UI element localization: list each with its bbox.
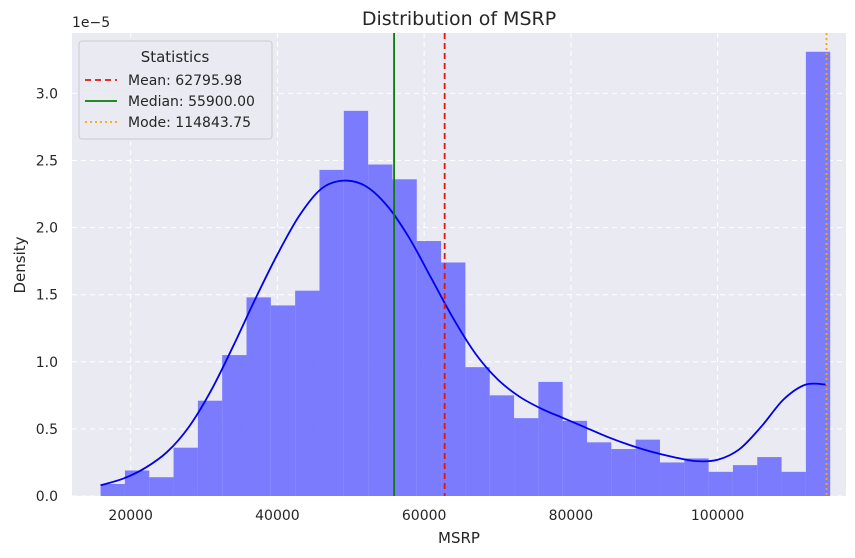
y-tick-label: 0.5 [36, 422, 58, 438]
histogram-bar [368, 164, 393, 496]
histogram-bar [295, 290, 320, 496]
histogram-bar [246, 297, 271, 496]
histogram-bar [124, 470, 150, 496]
x-tick-label: 40000 [255, 508, 300, 524]
histogram-bar [173, 447, 198, 496]
histogram-bar [659, 462, 685, 496]
histogram-bar [732, 465, 758, 496]
histogram-bar [611, 449, 636, 496]
x-tick-labels: 20000 40000 60000 80000 100000 [108, 508, 744, 524]
legend-box [78, 40, 273, 140]
x-tick-label: 60000 [402, 508, 447, 524]
y-scale-offset-label: 1e−5 [72, 15, 110, 31]
histogram-bar [514, 418, 539, 496]
chart-title: Distribution of MSRP [362, 8, 556, 30]
y-tick-label: 1.0 [36, 355, 58, 371]
histogram-bar [757, 457, 782, 496]
y-tick-label: 3.0 [36, 86, 58, 102]
histogram-bar [222, 355, 247, 496]
legend: Statistics Mean: 62795.98 Median: 55900.0… [78, 40, 273, 140]
histogram-bar [416, 241, 442, 496]
stat-lines [393, 33, 828, 496]
y-tick-label: 1.5 [36, 288, 58, 304]
y-axis-label: Density [11, 236, 29, 293]
histogram-bar [392, 179, 417, 496]
legend-entry-label: Mode: 114843.75 [128, 115, 251, 131]
histogram-bar [319, 169, 344, 496]
histogram-bar [684, 458, 709, 496]
kde-line [100, 179, 827, 487]
histogram-bar [489, 395, 515, 496]
histogram-bar [587, 442, 612, 496]
histogram-bar [781, 471, 806, 496]
y-tick-label: 0.0 [36, 489, 58, 505]
x-tick-label: 100000 [691, 508, 744, 524]
histogram-bar [538, 381, 563, 496]
kde-curve [100, 179, 827, 487]
histogram-bars [100, 51, 831, 497]
histogram-bar [465, 367, 490, 496]
histogram-bar [270, 305, 296, 496]
histogram-bar [708, 471, 733, 496]
y-tick-label: 2.0 [36, 221, 58, 237]
y-tick-labels: 0.0 0.5 1.0 1.5 2.0 2.5 3.0 [36, 86, 58, 505]
histogram-bar [343, 110, 369, 497]
y-tick-label: 2.5 [36, 153, 58, 169]
histogram-bar [197, 400, 223, 496]
x-axis-label: MSRP [438, 529, 480, 547]
x-tick-label: 20000 [108, 508, 153, 524]
legend-title: Statistics [141, 48, 210, 66]
legend-entry-label: Mean: 62795.98 [128, 73, 242, 89]
legend-entry-label: Median: 55900.00 [128, 94, 255, 110]
histogram-bar [149, 477, 174, 496]
histogram-bar [100, 483, 125, 496]
x-tick-label: 80000 [549, 508, 594, 524]
histogram-bar [562, 420, 588, 496]
